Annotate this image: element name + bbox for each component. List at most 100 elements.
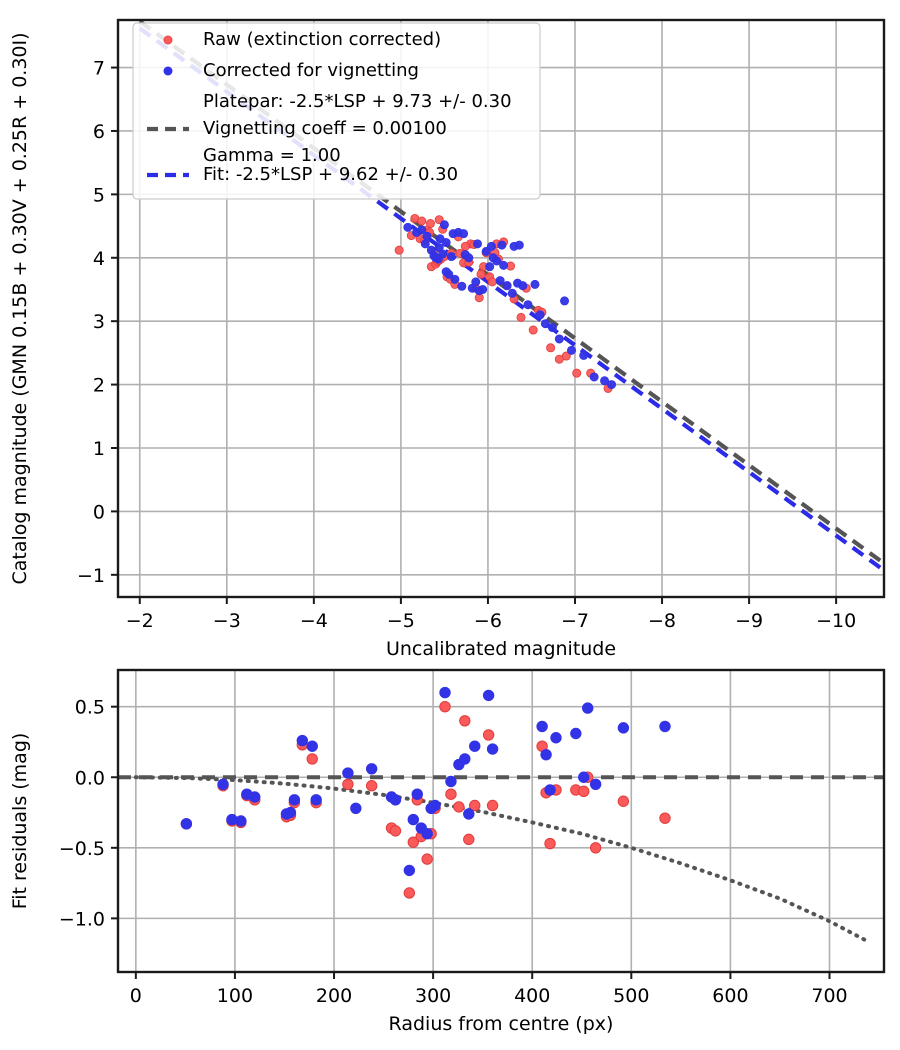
data-point: [342, 767, 354, 779]
x-tick-label: −4: [300, 610, 328, 632]
y-tick-label: −1: [77, 565, 105, 587]
data-point: [417, 225, 427, 235]
data-point: [499, 260, 509, 270]
data-point: [617, 795, 630, 807]
data-point: [478, 284, 488, 294]
data-point: [460, 241, 470, 251]
legend-entry: Platepar: -2.5*LSP + 9.73 +/- 0.30 Vignet…: [147, 91, 512, 166]
data-point: [180, 818, 193, 830]
data-point: [589, 778, 602, 791]
data-point: [617, 722, 630, 734]
x-tick-label: 400: [514, 985, 550, 1007]
y-tick-label: 0.5: [75, 697, 105, 719]
data-point: [502, 281, 512, 291]
axis-spines: [116, 18, 886, 599]
y-axis-ticks: −1 0 1 2 3 4 5 6 7: [77, 58, 118, 587]
y-tick-label: 7: [93, 58, 105, 80]
data-point: [561, 351, 571, 361]
data-point: [407, 813, 419, 826]
data-point: [425, 219, 435, 229]
x-tick-label: −8: [648, 610, 676, 632]
data-point: [296, 734, 309, 747]
data-point: [463, 833, 475, 846]
data-point: [554, 334, 564, 344]
data-point: [582, 702, 594, 714]
y-tick-label: 0.0: [75, 767, 105, 789]
data-point: [434, 243, 444, 253]
legend-label: Corrected for vignetting: [203, 60, 419, 81]
data-point: [235, 815, 247, 827]
data-point: [544, 784, 556, 796]
data-point: [217, 778, 229, 791]
y-tick-label: 6: [93, 121, 105, 143]
data-point: [459, 229, 469, 239]
scatter-series-corrected: [403, 220, 617, 390]
data-point: [439, 220, 449, 230]
residuals-plot-svg: 0 100 200 300 400 500 600 700 0.5 0.0 −0.5 −1.0 Radi…: [9, 668, 886, 1035]
data-point: [446, 252, 456, 262]
data-point: [514, 240, 524, 250]
data-point: [288, 794, 301, 806]
calibration-panel: −2 −3 −4 −5 −6 −7 −8 −9 −10 −1 0 1 2 3 4 5 6 7 Uncalibrate…: [9, 18, 886, 660]
data-point: [579, 350, 589, 360]
data-point: [422, 231, 432, 241]
axes-frame: [116, 668, 886, 974]
legend-marker-icon: [163, 66, 173, 76]
y-tick-label: 1: [93, 438, 105, 460]
y-tick-label: −1.0: [59, 908, 105, 930]
x-axis-label: Uncalibrated magnitude: [386, 638, 616, 660]
y-tick-label: 3: [93, 311, 105, 333]
data-point: [306, 753, 318, 765]
x-tick-label: −5: [387, 610, 415, 632]
data-point: [407, 836, 419, 848]
data-point: [544, 837, 556, 850]
calibration-plot-svg: −2 −3 −4 −5 −6 −7 −8 −9 −10−101234567Uncalibrate…: [9, 18, 886, 660]
data-point: [550, 732, 562, 744]
data-point: [659, 720, 671, 733]
legend-label: Raw (extinction corrected): [203, 29, 441, 50]
data-point: [421, 828, 433, 840]
data-point: [389, 794, 402, 806]
data-point: [310, 794, 322, 806]
data-point: [485, 262, 495, 272]
data-point: [350, 802, 362, 815]
data-point: [469, 799, 481, 812]
data-point: [439, 686, 451, 699]
x-tick-label: 200: [316, 985, 352, 1007]
data-point: [578, 771, 590, 783]
data-point: [578, 785, 590, 798]
data-point: [572, 368, 582, 378]
data-point: [540, 319, 550, 329]
data-point: [403, 222, 413, 232]
x-axis-ticks: 0 100 200 300 400 500 600 700: [130, 972, 848, 1007]
data-point: [607, 380, 617, 390]
legend-label: Vignetting coeff = 0.00100: [203, 118, 447, 139]
y-axis-label: Fit residuals (mag): [9, 733, 31, 910]
data-point: [486, 241, 496, 251]
data-point: [546, 343, 556, 353]
data-point: [482, 729, 495, 741]
data-point: [464, 253, 474, 263]
x-tick-label: 100: [217, 985, 253, 1007]
axes-frame: [116, 18, 886, 599]
scatter-series-corrected: [180, 686, 671, 877]
data-point: [497, 240, 507, 250]
data-point: [448, 229, 458, 239]
data-point: [444, 269, 454, 279]
data-point: [445, 788, 457, 800]
data-point: [365, 780, 378, 792]
data-point: [507, 288, 517, 298]
x-tick-label: −2: [126, 610, 154, 632]
y-tick-label: −0.5: [59, 838, 105, 860]
data-point: [420, 239, 430, 249]
data-point: [417, 216, 427, 226]
data-point: [471, 277, 481, 287]
data-point: [486, 743, 499, 755]
data-point: [567, 345, 577, 355]
x-tick-label: 500: [613, 985, 649, 1007]
data-point: [472, 239, 482, 249]
y-tick-label: 4: [93, 248, 105, 270]
data-point: [463, 808, 475, 820]
data-point: [589, 372, 599, 382]
data-point: [365, 763, 378, 775]
